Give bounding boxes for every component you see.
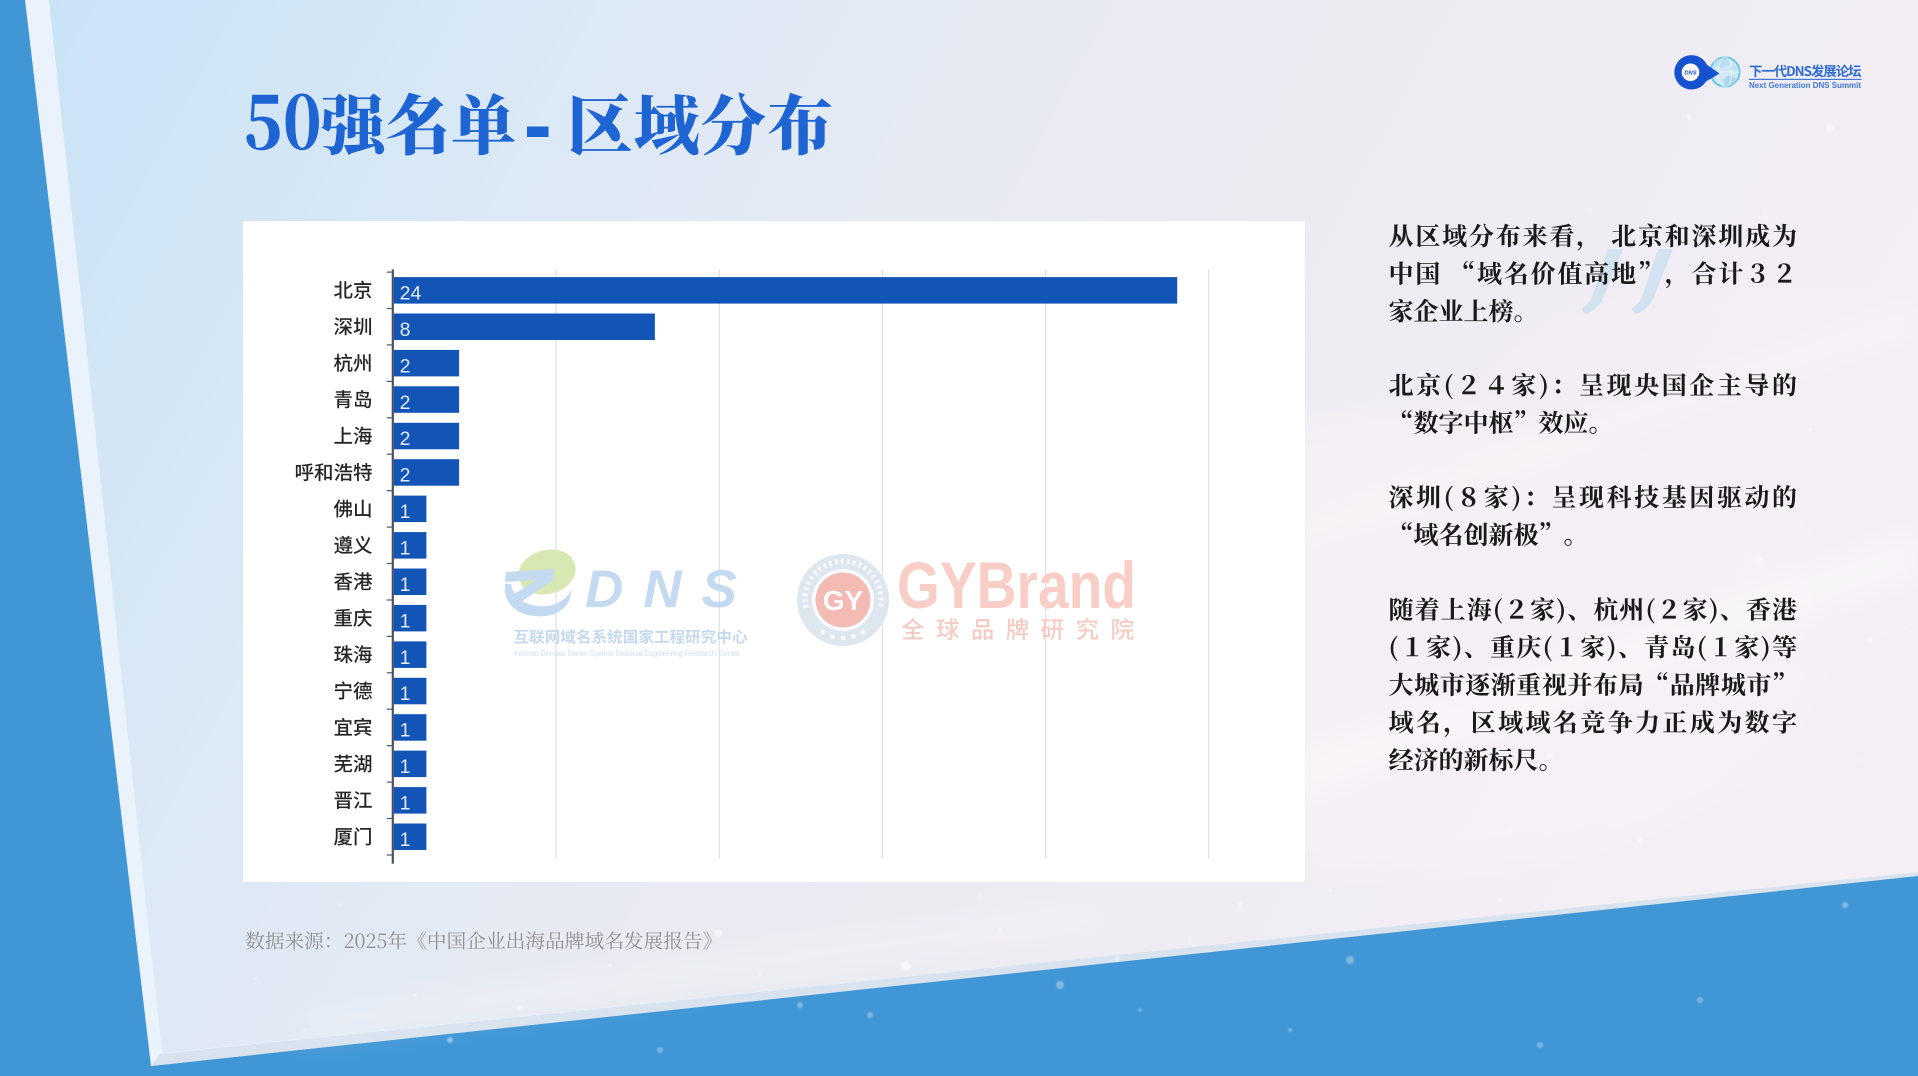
svg-text:DNS: DNS xyxy=(585,560,757,619)
svg-text:1: 1 xyxy=(400,829,411,851)
svg-text:2: 2 xyxy=(400,355,411,377)
svg-text:1: 1 xyxy=(400,793,411,815)
svg-text:8: 8 xyxy=(400,319,411,341)
svg-text:GY: GY xyxy=(823,585,864,616)
svg-text:1: 1 xyxy=(400,501,411,523)
svg-text:1: 1 xyxy=(400,647,411,669)
svg-text:DNS: DNS xyxy=(1684,70,1696,76)
svg-text:1: 1 xyxy=(400,574,411,596)
svg-text:Internet Domain Name System Na: Internet Domain Name System National Eng… xyxy=(514,649,740,658)
svg-text:2: 2 xyxy=(400,465,411,487)
svg-text:1: 1 xyxy=(400,538,411,560)
svg-text:1: 1 xyxy=(400,610,411,632)
svg-text:1: 1 xyxy=(400,756,411,778)
svg-text:GYBrand: GYBrand xyxy=(897,548,1136,622)
svg-text:24: 24 xyxy=(400,283,422,305)
svg-text:Next Generation DNS Summit: Next Generation DNS Summit xyxy=(1749,80,1861,90)
svg-text:1: 1 xyxy=(400,683,411,705)
svg-text:1: 1 xyxy=(400,720,411,742)
svg-text:2: 2 xyxy=(400,392,411,414)
svg-text:2: 2 xyxy=(400,428,411,450)
